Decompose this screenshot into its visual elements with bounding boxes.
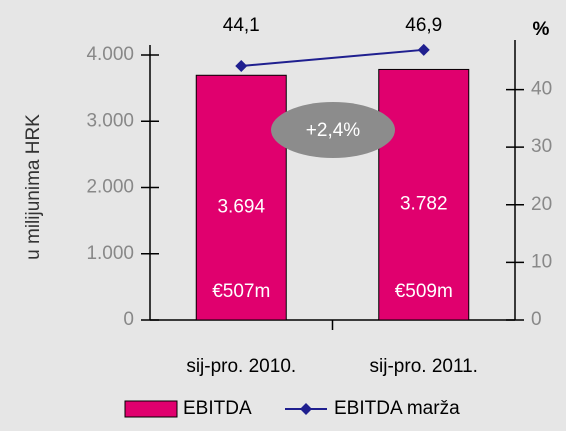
y-tick-label: 2.000 [86, 177, 134, 198]
annotation: +2,4% [306, 120, 361, 141]
line-marker [235, 59, 248, 72]
bar-value-label: 3.782 [400, 194, 448, 215]
y2-tick-label: 10 [531, 251, 552, 272]
bar [195, 74, 287, 321]
line-value-label: 46,9 [405, 15, 442, 36]
line [241, 48, 424, 67]
line-marker [417, 43, 430, 56]
legend-marker [300, 403, 312, 415]
y-tick-label: 0 [123, 309, 134, 330]
y-tick-label: 1.000 [86, 243, 134, 264]
legend-label: EBITDA marža [334, 398, 460, 419]
legend-swatch [124, 400, 178, 418]
y2-tick-label: 20 [531, 194, 552, 215]
x-tick-label: sij-pro. 2011. [370, 356, 478, 377]
y2-tick-label: 30 [531, 136, 552, 157]
bar-inner-label: €507m [212, 281, 270, 302]
annotation-bubble [271, 102, 395, 158]
legend-label: EBITDA [183, 398, 252, 419]
bar [378, 68, 470, 321]
y2-tick-label: 40 [531, 79, 552, 100]
y2-tick-label: 0 [531, 309, 542, 330]
y-axis-label: u milijunima HRK [23, 114, 44, 260]
x-tick-label: sij-pro. 2010. [186, 356, 296, 377]
line-value-label: 44,1 [223, 15, 260, 36]
y-tick-label: 3.000 [86, 110, 134, 131]
bar-inner-label: €509m [395, 281, 453, 302]
y-tick-label: 4.000 [86, 44, 134, 65]
bar-value-label: 3.694 [217, 197, 265, 218]
y2-axis-label: % [533, 19, 550, 40]
